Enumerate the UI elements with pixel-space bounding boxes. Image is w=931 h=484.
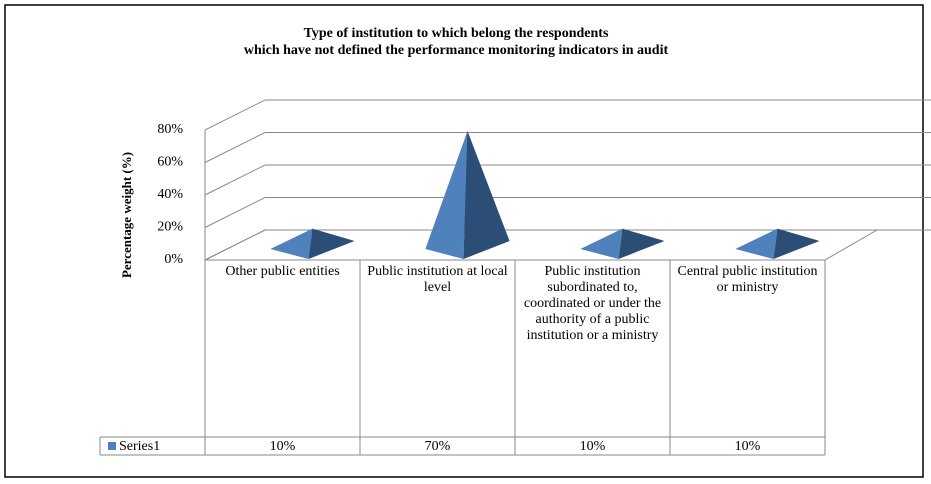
pyramid-side: [773, 228, 820, 259]
pyramid: [580, 228, 665, 259]
x-tick-label: Public institution at local level: [367, 264, 508, 295]
pyramid-front: [580, 228, 623, 259]
category-cell: Public institution subordinated to, coor…: [523, 264, 662, 343]
pyramid-side: [308, 228, 355, 259]
pyramid: [270, 228, 355, 259]
y-tick-label: 40%: [157, 187, 183, 202]
value-label: 10%: [270, 439, 296, 454]
value-label: 10%: [580, 439, 606, 454]
pyramid: [425, 131, 510, 259]
legend-label: Series1: [119, 439, 160, 454]
pyramid-front: [735, 228, 778, 259]
y-axis-label: Percentage weight (%): [119, 152, 134, 278]
pyramid-front: [425, 131, 468, 259]
y-tick-label: 80%: [157, 122, 183, 137]
chart-title: Type of institution to which belong the …: [304, 26, 609, 41]
value-label: 10%: [735, 439, 761, 454]
grid-line: [204, 229, 931, 261]
pyramid: [735, 228, 820, 259]
grid-line: [204, 197, 931, 228]
pyramid-side: [618, 228, 665, 259]
category-cell: Other public entities: [225, 264, 340, 279]
y-tick-label: 0%: [164, 252, 183, 267]
category-cell: Public institution at local level: [367, 264, 508, 295]
legend-swatch: [108, 442, 116, 450]
pyramid-side: [463, 131, 510, 259]
y-tick-label: 60%: [157, 155, 183, 170]
x-tick-label: Other public entities: [225, 264, 340, 279]
value-label: 70%: [425, 439, 451, 454]
grid-line: [204, 99, 931, 131]
x-tick-label: Public institution subordinated to, coor…: [523, 264, 662, 343]
category-cell: Central public institution or ministry: [677, 264, 818, 295]
grid-line: [204, 132, 931, 163]
grid-line: [204, 164, 931, 196]
y-tick-label: 20%: [157, 220, 183, 235]
x-tick-label: Central public institution or ministry: [677, 264, 818, 295]
chart-title: which have not defined the performance m…: [244, 43, 669, 58]
pyramid-front: [270, 228, 313, 259]
